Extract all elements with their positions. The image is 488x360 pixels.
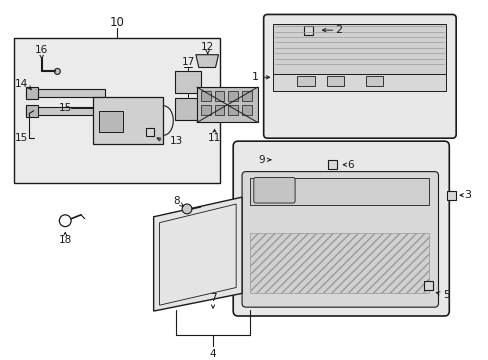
- Bar: [145, 129, 153, 136]
- Text: 13: 13: [169, 136, 183, 146]
- Bar: [201, 91, 210, 101]
- FancyBboxPatch shape: [242, 172, 438, 307]
- Bar: [242, 91, 251, 101]
- Bar: [26, 89, 104, 97]
- Circle shape: [54, 68, 60, 75]
- Bar: [26, 87, 38, 99]
- Bar: [26, 107, 104, 114]
- Bar: [14, 38, 220, 183]
- Bar: [175, 71, 201, 93]
- Bar: [228, 105, 238, 114]
- Bar: [326, 76, 344, 86]
- Bar: [201, 105, 210, 114]
- Text: 6: 6: [346, 160, 353, 170]
- Bar: [365, 76, 383, 86]
- Bar: [446, 191, 455, 199]
- Bar: [214, 105, 224, 114]
- Text: 12: 12: [201, 42, 214, 52]
- Bar: [26, 105, 38, 117]
- Text: 10: 10: [110, 16, 124, 29]
- Bar: [424, 281, 432, 290]
- Text: 9: 9: [258, 155, 264, 165]
- Bar: [175, 98, 201, 120]
- Circle shape: [182, 204, 192, 214]
- Bar: [249, 233, 428, 293]
- Bar: [93, 97, 163, 144]
- Text: 5: 5: [442, 291, 449, 300]
- Polygon shape: [196, 55, 218, 67]
- Text: 14: 14: [14, 79, 28, 89]
- Bar: [273, 24, 446, 76]
- Text: 11: 11: [207, 133, 221, 143]
- Text: 7: 7: [209, 293, 216, 303]
- Bar: [214, 91, 224, 101]
- FancyBboxPatch shape: [233, 141, 448, 316]
- Text: 4: 4: [209, 349, 216, 359]
- Polygon shape: [153, 197, 242, 311]
- Bar: [296, 76, 314, 86]
- Bar: [304, 26, 313, 35]
- Bar: [249, 177, 428, 205]
- Text: 17: 17: [181, 57, 194, 67]
- Bar: [273, 74, 446, 91]
- Bar: [242, 105, 251, 114]
- Bar: [197, 87, 257, 122]
- Text: 2: 2: [334, 25, 341, 35]
- Text: 16: 16: [35, 45, 48, 55]
- Text: 8: 8: [173, 196, 179, 206]
- Text: 3: 3: [464, 190, 470, 200]
- FancyBboxPatch shape: [253, 177, 294, 203]
- Text: 15: 15: [59, 103, 72, 113]
- Bar: [327, 160, 336, 169]
- FancyBboxPatch shape: [263, 14, 455, 138]
- Text: 15: 15: [14, 133, 28, 143]
- Text: 1: 1: [252, 72, 259, 82]
- Bar: [99, 111, 123, 132]
- Bar: [228, 91, 238, 101]
- Text: 18: 18: [59, 235, 72, 246]
